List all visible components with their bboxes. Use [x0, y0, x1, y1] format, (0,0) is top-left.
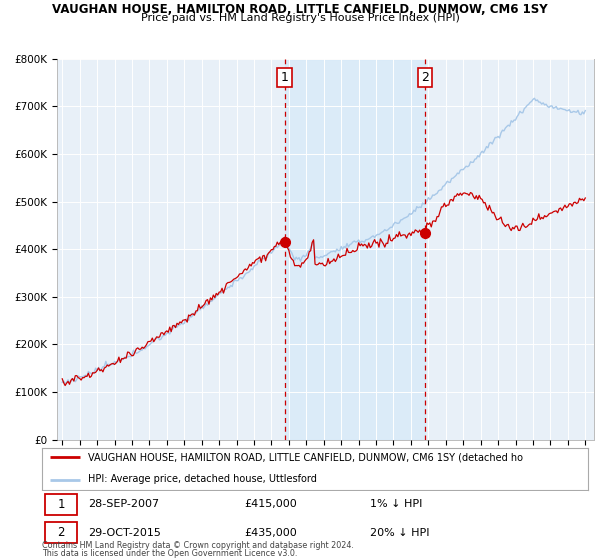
FancyBboxPatch shape	[45, 494, 77, 515]
Text: £415,000: £415,000	[244, 500, 297, 509]
Text: 20% ↓ HPI: 20% ↓ HPI	[370, 528, 429, 538]
Text: 1: 1	[58, 498, 65, 511]
Text: £435,000: £435,000	[244, 528, 297, 538]
Text: 29-OCT-2015: 29-OCT-2015	[88, 528, 161, 538]
Text: 2: 2	[58, 526, 65, 539]
Text: Price paid vs. HM Land Registry's House Price Index (HPI): Price paid vs. HM Land Registry's House …	[140, 13, 460, 23]
Text: VAUGHAN HOUSE, HAMILTON ROAD, LITTLE CANFIELD, DUNMOW, CM6 1SY: VAUGHAN HOUSE, HAMILTON ROAD, LITTLE CAN…	[52, 3, 548, 16]
Text: 1: 1	[281, 71, 289, 85]
Text: 1% ↓ HPI: 1% ↓ HPI	[370, 500, 422, 509]
Text: 2: 2	[421, 71, 430, 85]
Text: VAUGHAN HOUSE, HAMILTON ROAD, LITTLE CANFIELD, DUNMOW, CM6 1SY (detached ho: VAUGHAN HOUSE, HAMILTON ROAD, LITTLE CAN…	[88, 452, 523, 462]
Text: HPI: Average price, detached house, Uttlesford: HPI: Average price, detached house, Uttl…	[88, 474, 317, 484]
Bar	[284, 59, 425, 440]
Text: Contains HM Land Registry data © Crown copyright and database right 2024.: Contains HM Land Registry data © Crown c…	[42, 541, 354, 550]
FancyBboxPatch shape	[45, 522, 77, 543]
Text: This data is licensed under the Open Government Licence v3.0.: This data is licensed under the Open Gov…	[42, 549, 298, 558]
Text: 28-SEP-2007: 28-SEP-2007	[88, 500, 160, 509]
